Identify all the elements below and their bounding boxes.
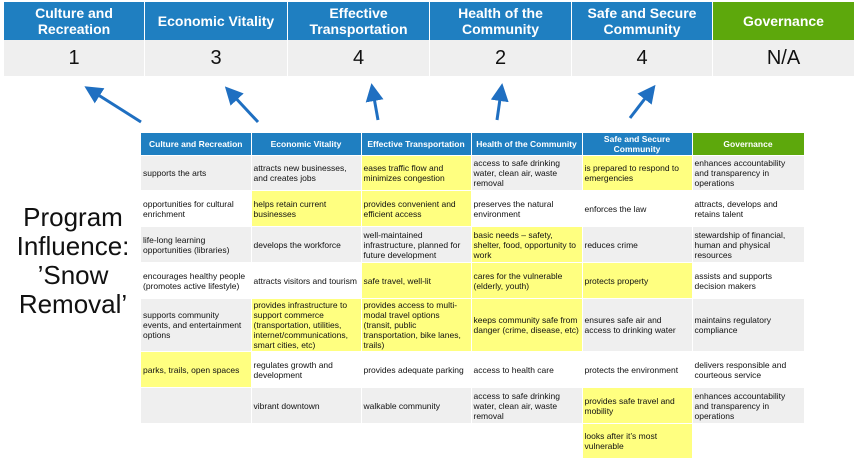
column-header: Safe and Secure Community xyxy=(582,133,693,156)
table-cell: safe travel, well-lit xyxy=(361,262,472,299)
arrow-icon xyxy=(628,84,656,119)
table-cell: well-maintained infrastructure, planned … xyxy=(361,226,472,263)
table-cell: cares for the vulnerable (elderly, youth… xyxy=(471,262,583,299)
table-cell: protects the environment xyxy=(582,351,693,388)
table-cell: basic needs – safety, shelter, food, opp… xyxy=(471,226,583,263)
table-row: looks after it’s most vulnerable xyxy=(141,423,805,459)
table-cell: vibrant downtown xyxy=(251,387,362,424)
table-cell: develops the workforce xyxy=(251,226,362,263)
influence-table: Culture and Recreation Economic Vitality E… xyxy=(141,133,805,459)
table-cell: enhances accountability and transparency… xyxy=(692,387,805,424)
table-cell: reduces crime xyxy=(582,226,693,263)
table-cell xyxy=(471,423,583,459)
table-cell: provides adequate parking xyxy=(361,351,472,388)
table-cell xyxy=(692,423,805,459)
table-cell: enhances accountability and transparency… xyxy=(692,155,805,191)
table-cell: protects property xyxy=(582,262,693,299)
table-cell xyxy=(361,423,472,459)
table-cell: helps retain current businesses xyxy=(251,190,362,227)
table-cell: preserves the natural environment xyxy=(471,190,583,227)
table-cell: supports the arts xyxy=(141,155,252,191)
table-row: parks, trails, open spaces regulates grow… xyxy=(141,351,805,388)
column-header: Health of the Community xyxy=(471,133,583,156)
table-row: encourages healthy people (promotes acti… xyxy=(141,262,805,299)
score-summary: Culture and Recreation 1 Economic Vitality… xyxy=(4,2,855,76)
table-cell: attracts new businesses, and creates job… xyxy=(251,155,362,191)
table-row: supports the arts attracts new businesses… xyxy=(141,155,805,191)
table-row: life-long learning opportunities (librar… xyxy=(141,226,805,263)
arrow-icon xyxy=(490,83,509,121)
category-score: 1 xyxy=(4,40,145,76)
table-cell: life-long learning opportunities (librar… xyxy=(141,226,252,263)
table-cell: delivers responsible and courteous servi… xyxy=(692,351,805,388)
table-cell: access to safe drinking water, clean air… xyxy=(471,387,583,424)
table-cell: attracts, develops and retains talent xyxy=(692,190,805,227)
category-header: Culture and Recreation xyxy=(4,2,145,40)
category-header: Effective Transportation xyxy=(288,2,430,40)
category-score: 3 xyxy=(145,40,288,76)
table-cell: walkable community xyxy=(361,387,472,424)
category-score: 4 xyxy=(288,40,430,76)
table-cell: provides infrastructure to support comme… xyxy=(251,298,362,352)
category-header: Health of the Community xyxy=(430,2,572,40)
table-cell: eases traffic flow and minimizes congest… xyxy=(361,155,472,191)
program-title: Program Influence: ’Snow Removal’ xyxy=(16,202,130,319)
table-cell: stewardship of financial, human and phys… xyxy=(692,226,805,263)
table-cell: supports community events, and entertain… xyxy=(141,298,252,352)
table-cell xyxy=(141,423,252,459)
arrow-icon xyxy=(224,86,260,124)
column-header: Economic Vitality xyxy=(251,133,362,156)
table-cell: looks after it’s most vulnerable xyxy=(582,423,693,459)
table-cell: attracts visitors and tourism xyxy=(251,262,362,299)
column-header: Culture and Recreation xyxy=(141,133,252,156)
table-cell: provides convenient and efficient access xyxy=(361,190,472,227)
table-cell: ensures safe air and access to drinking … xyxy=(582,298,693,352)
table-cell: regulates growth and development xyxy=(251,351,362,388)
table-cell: encourages healthy people (promotes acti… xyxy=(141,262,252,299)
table-cell: maintains regulatory compliance xyxy=(692,298,805,352)
table-cell: enforces the law xyxy=(582,190,693,227)
arrow-icon xyxy=(365,83,384,121)
table-row: supports community events, and entertain… xyxy=(141,298,805,352)
arrow-icon xyxy=(84,86,142,124)
table-cell: access to health care xyxy=(471,351,583,388)
table-cell xyxy=(251,423,362,459)
table-cell: provides access to multi-modal travel op… xyxy=(361,298,472,352)
category-score: 4 xyxy=(572,40,713,76)
table-row: opportunities for cultural enrichment hel… xyxy=(141,190,805,227)
category-header: Safe and Secure Community xyxy=(572,2,713,40)
table-cell: keeps community safe from danger (crime,… xyxy=(471,298,583,352)
category-score: 2 xyxy=(430,40,572,76)
table-row: vibrant downtown walkable community access… xyxy=(141,387,805,424)
table-cell: opportunities for cultural enrichment xyxy=(141,190,252,227)
table-cell: assists and supports decision makers xyxy=(692,262,805,299)
category-header: Economic Vitality xyxy=(145,2,288,40)
table-cell: provides safe travel and mobility xyxy=(582,387,693,424)
table-cell: access to safe drinking water, clean air… xyxy=(471,155,583,191)
column-header: Governance xyxy=(692,133,805,156)
table-cell: is prepared to respond to emergencies xyxy=(582,155,693,191)
table-cell: parks, trails, open spaces xyxy=(141,351,252,388)
column-header: Effective Transportation xyxy=(361,133,472,156)
table-cell xyxy=(141,387,252,424)
category-header: Governance xyxy=(713,2,855,40)
category-score: N/A xyxy=(713,40,855,76)
